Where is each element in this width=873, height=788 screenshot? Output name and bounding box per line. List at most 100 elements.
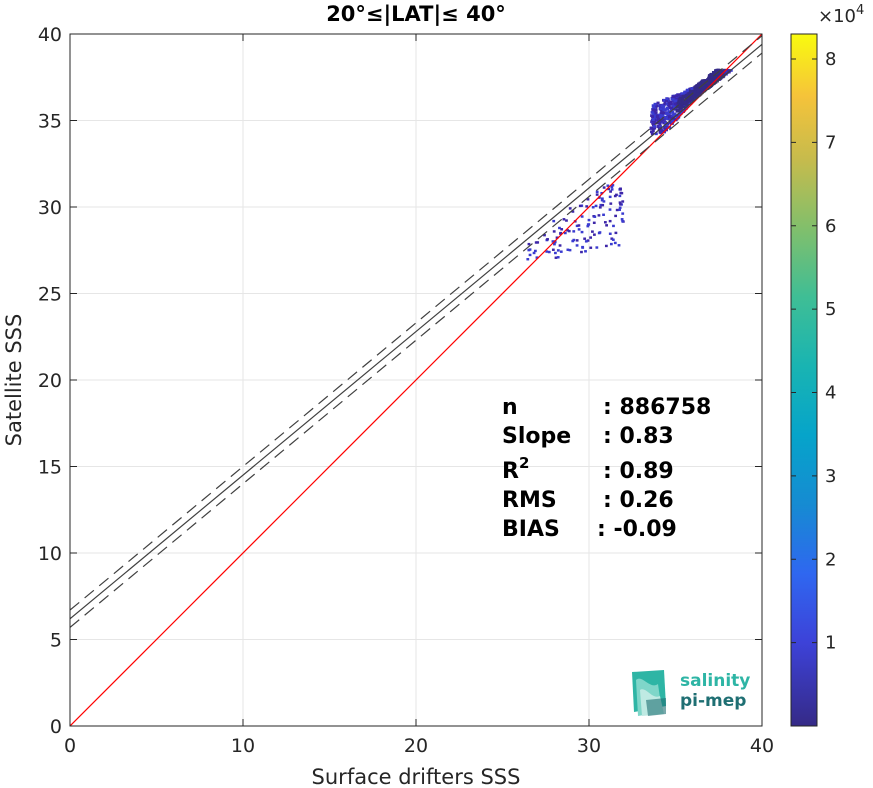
density-cell xyxy=(683,101,687,105)
stat-slope-value: : 0.83 xyxy=(603,424,674,449)
density-cell xyxy=(598,206,602,209)
density-cell xyxy=(698,93,702,97)
stat-r2-base: R xyxy=(502,459,519,484)
salinity-pimep-logo: salinity pi-mep xyxy=(632,670,750,716)
density-cell xyxy=(592,221,596,225)
density-cell xyxy=(572,238,576,242)
colorbar-tick-label: 4 xyxy=(825,383,836,404)
density-cell xyxy=(650,115,655,118)
density-cell xyxy=(553,242,556,246)
density-cell xyxy=(580,230,584,234)
density-cell xyxy=(666,112,670,116)
x-tick-label: 40 xyxy=(750,735,774,757)
y-tick-label: 40 xyxy=(38,24,62,46)
density-cell xyxy=(665,115,669,119)
colorbar-exponent: ×104 xyxy=(818,3,864,27)
density-cell xyxy=(661,106,665,110)
density-cell xyxy=(662,108,666,111)
density-cell xyxy=(699,85,703,89)
density-cell xyxy=(602,200,606,203)
density-cell xyxy=(614,214,618,218)
density-cell xyxy=(591,230,594,233)
density-cell xyxy=(676,109,680,112)
density-cell xyxy=(710,80,714,83)
y-tick-label: 15 xyxy=(38,457,62,479)
x-tick-label: 10 xyxy=(231,735,255,757)
density-cell xyxy=(600,191,604,195)
density-cell xyxy=(689,88,693,92)
density-cell xyxy=(691,94,695,97)
density-cell xyxy=(609,190,612,193)
colorbar-tick-label: 7 xyxy=(825,132,836,153)
density-cell xyxy=(554,251,557,255)
density-cell xyxy=(532,251,536,255)
density-cell xyxy=(552,230,556,233)
density-cell xyxy=(595,246,599,249)
density-cell xyxy=(575,224,579,228)
density-cell xyxy=(601,203,605,207)
density-cell xyxy=(555,236,559,239)
density-cell xyxy=(673,101,677,104)
density-cell xyxy=(609,202,613,205)
density-cell xyxy=(711,82,715,86)
density-cell xyxy=(719,75,723,78)
density-cell xyxy=(673,97,677,101)
density-cell xyxy=(568,248,572,252)
density-cell xyxy=(621,200,625,203)
regression-upper-line xyxy=(70,35,762,611)
density-cell xyxy=(662,115,666,119)
density-cell xyxy=(621,212,625,215)
density-cell xyxy=(533,249,537,253)
density-cell xyxy=(611,184,615,187)
density-cell xyxy=(587,223,591,226)
density-cell xyxy=(598,196,601,199)
density-cell xyxy=(650,111,654,114)
density-cell xyxy=(620,191,624,195)
y-tick-label: 5 xyxy=(50,630,62,652)
density-cell xyxy=(654,132,658,136)
x-tick-label: 30 xyxy=(577,735,601,757)
density-cell xyxy=(581,245,584,249)
density-cell xyxy=(593,215,597,218)
density-cell xyxy=(595,190,599,194)
density-cell xyxy=(707,81,711,85)
stats-annotation: n : 886758 Slope : 0.83 R2 : 0.89 RMS : … xyxy=(502,395,711,542)
density-cell xyxy=(676,105,680,109)
density-cell xyxy=(658,121,662,125)
density-cell xyxy=(527,248,531,252)
density-cell xyxy=(658,114,662,118)
density-cell xyxy=(685,103,689,107)
density-cell xyxy=(690,96,694,100)
regression-lower-line xyxy=(70,52,762,628)
density-cell xyxy=(600,197,604,200)
density-cell xyxy=(680,99,684,102)
density-cell xyxy=(661,129,665,133)
density-cell xyxy=(612,224,615,228)
density-cell xyxy=(683,103,687,107)
density-cell xyxy=(568,207,572,210)
density-cell xyxy=(566,248,570,251)
density-cell xyxy=(543,233,546,237)
density-cell xyxy=(610,188,614,191)
density-cell xyxy=(716,68,720,72)
stat-n-value: : 886758 xyxy=(603,395,711,420)
stat-r2-name: R2 xyxy=(502,454,529,484)
density-cell xyxy=(672,117,677,121)
density-cell xyxy=(583,237,587,240)
density-cell xyxy=(651,118,655,122)
density-cell xyxy=(567,229,571,233)
density-cell xyxy=(559,231,563,235)
colorbar-ticks: 1 2 3 4 5 6 7 8 xyxy=(791,49,836,654)
density-cell xyxy=(665,97,669,101)
density-cell xyxy=(671,98,675,101)
density-cell xyxy=(693,85,697,89)
density-cell xyxy=(662,105,666,108)
density-cell xyxy=(536,241,540,244)
density-cell xyxy=(586,198,590,201)
density-cell xyxy=(656,114,660,118)
density-cell xyxy=(586,239,590,242)
density-cell xyxy=(617,244,621,247)
y-tick-label: 0 xyxy=(50,716,62,738)
density-cell xyxy=(664,111,669,115)
